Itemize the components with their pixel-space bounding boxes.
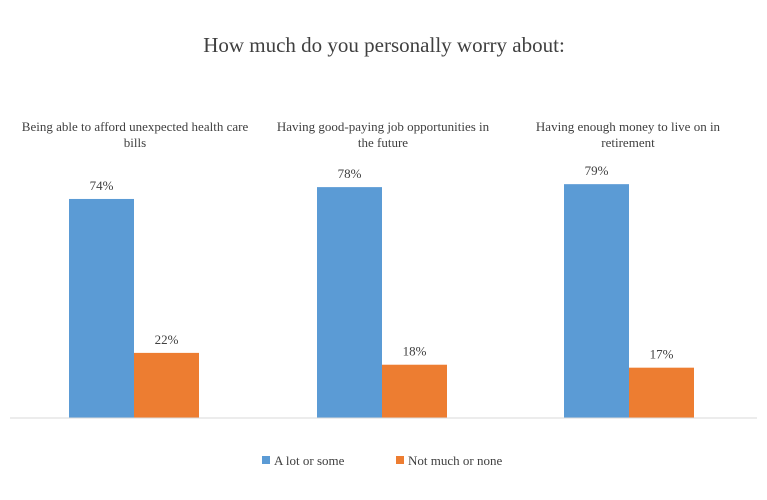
legend-label-a-lot-or-some: A lot or some	[274, 453, 345, 468]
data-label-a-lot-or-some-1: 78%	[338, 166, 362, 181]
bar-labels: 74% 78% 79% 22% 18% 17%	[90, 163, 674, 362]
legend: A lot or some Not much or none	[262, 453, 502, 468]
data-label-a-lot-or-some-2: 79%	[585, 163, 609, 178]
bar-a-lot-or-some-2	[564, 184, 629, 418]
bar-a-lot-or-some-0	[69, 198, 134, 418]
bars	[69, 184, 694, 418]
legend-swatch-not-much-or-none	[396, 456, 404, 464]
data-label-not-much-or-none-2: 17%	[650, 347, 674, 362]
group-label-retirement-line-1: Having enough money to live on in	[536, 119, 721, 134]
bar-not-much-or-none-0	[134, 352, 199, 418]
bar-not-much-or-none-2	[629, 367, 694, 418]
group-label-health-line-1: Being able to afford unexpected health c…	[22, 119, 249, 134]
bar-a-lot-or-some-1	[317, 187, 382, 418]
group-label-retirement-line-2: retirement	[601, 135, 655, 150]
legend-swatch-a-lot-or-some	[262, 456, 270, 464]
group-labels: Being able to afford unexpected health c…	[22, 119, 721, 150]
data-label-not-much-or-none-1: 18%	[403, 344, 427, 359]
group-label-health-line-2: bills	[124, 135, 146, 150]
legend-label-not-much-or-none: Not much or none	[408, 453, 502, 468]
chart-title: How much do you personally worry about:	[203, 33, 565, 57]
group-label-jobs-line-2: the future	[358, 135, 408, 150]
group-label-jobs-line-1: Having good-paying job opportunities in	[277, 119, 490, 134]
data-label-a-lot-or-some-0: 74%	[90, 178, 114, 193]
data-label-not-much-or-none-0: 22%	[155, 332, 179, 347]
bar-not-much-or-none-1	[382, 364, 447, 418]
